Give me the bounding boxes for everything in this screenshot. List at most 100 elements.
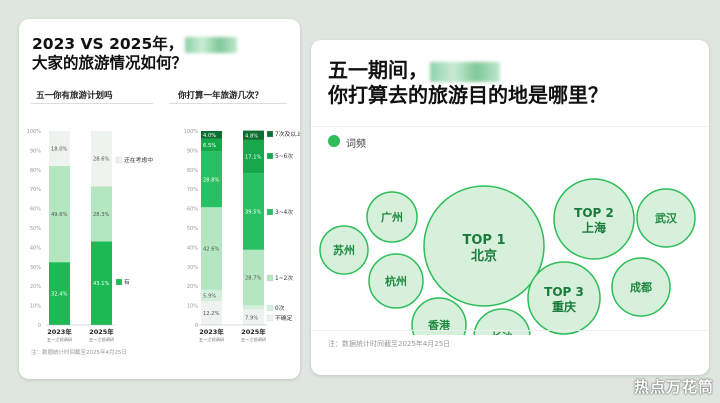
bubble bbox=[411, 297, 467, 335]
bubble-label: 北京 bbox=[471, 248, 497, 264]
y-tick-label: 20% bbox=[187, 284, 198, 290]
watermark: 热点万花筒 bbox=[633, 378, 714, 396]
data-label: 49.6% bbox=[51, 212, 68, 218]
chart2-title: 你打算一年旅游几次？ bbox=[178, 91, 264, 101]
y-tick-label: 90% bbox=[187, 148, 198, 154]
legend-label: 0次 bbox=[275, 304, 285, 312]
bubble bbox=[473, 308, 531, 335]
data-label: 5.9% bbox=[203, 294, 216, 300]
bubble bbox=[611, 257, 671, 317]
bubble-label: 苏州 bbox=[333, 243, 355, 257]
y-tick-label: 40% bbox=[187, 245, 198, 251]
y-tick-label: 80% bbox=[187, 168, 198, 174]
left-note: 注：数据统计时间截至2025年4月25日 bbox=[31, 350, 127, 356]
blurred-text bbox=[185, 36, 238, 53]
data-label: 28.6% bbox=[93, 157, 110, 163]
y-tick-label: 20% bbox=[30, 284, 41, 290]
data-label: 6.5% bbox=[203, 143, 216, 149]
legend-swatch bbox=[266, 152, 274, 160]
bubble bbox=[423, 185, 545, 307]
legend-swatch bbox=[266, 208, 274, 216]
data-label: 12.2% bbox=[203, 311, 220, 317]
legend-label: 有 bbox=[124, 278, 130, 286]
bubble bbox=[368, 253, 424, 309]
y-tick-label: 70% bbox=[30, 187, 41, 193]
bubble bbox=[319, 225, 369, 275]
travel-plan-chart: 0 10% 20% 30% 40% 50% 60% 70% 80% 90% 100% 32.4% 49.… bbox=[27, 129, 153, 343]
bar-segment bbox=[91, 131, 112, 187]
data-label: 4.8% bbox=[245, 133, 258, 139]
blurred-text bbox=[430, 61, 500, 82]
bar-segment bbox=[243, 139, 264, 174]
y-tick-label: 10% bbox=[30, 304, 41, 310]
y-tick-label: 70% bbox=[187, 187, 198, 193]
bubble bbox=[636, 188, 696, 248]
legend-label: 不确定 bbox=[275, 314, 293, 322]
bubble bbox=[366, 191, 418, 243]
legend-swatch bbox=[115, 278, 123, 286]
data-label: 43.1% bbox=[93, 281, 110, 287]
bubble-label: 武汉 bbox=[655, 211, 678, 225]
legend-label: 还在考虑中 bbox=[124, 156, 153, 164]
y-tick-label: 50% bbox=[187, 226, 198, 232]
legend-label: 7次及以上 bbox=[275, 130, 300, 138]
y-tick-label: 0 bbox=[195, 323, 198, 329]
bar-segment bbox=[243, 130, 264, 140]
bar-segment bbox=[201, 301, 222, 325]
x-category-label: 2025年 bbox=[241, 327, 266, 336]
data-label: 28.3% bbox=[93, 212, 110, 218]
legend-label: 3~4次 bbox=[275, 208, 293, 216]
y-tick-label: 80% bbox=[30, 168, 41, 174]
y-tick-label: 90% bbox=[30, 148, 41, 154]
x-category-sublabel: 五一之前调研 bbox=[199, 336, 224, 343]
title-line-1: 2023 VS 2025年， bbox=[32, 35, 184, 53]
chart1-title-rule bbox=[31, 103, 153, 104]
data-label: 4.0% bbox=[203, 133, 216, 139]
y-tick-label: 40% bbox=[30, 245, 41, 251]
bubble-label: 重庆 bbox=[552, 299, 576, 314]
chart1-title: 五一你有旅游计划吗 bbox=[36, 91, 113, 101]
legend-label: 1~2次 bbox=[275, 274, 293, 282]
bar-segment bbox=[91, 186, 112, 242]
bar-segment bbox=[243, 249, 264, 306]
y-tick-label: 30% bbox=[187, 265, 198, 271]
bubble-label: TOP 2 bbox=[574, 206, 614, 220]
y-tick-label: 100% bbox=[184, 129, 199, 135]
data-label: 17.1% bbox=[245, 155, 262, 161]
title-line-2: 大家的旅游情况如何？ bbox=[32, 54, 188, 73]
legend-label: 5~6次 bbox=[275, 152, 293, 160]
y-tick-label: 30% bbox=[30, 265, 41, 271]
destination-card: 五一期间， 你打算去的旅游目的地是哪里？ 词频 TOP 1 北京 TOP 2 上海 TO… bbox=[311, 40, 709, 375]
title-line-1: 五一期间， bbox=[328, 58, 428, 82]
legend-swatch bbox=[266, 314, 274, 322]
x-category-label: 2025年 bbox=[89, 327, 114, 336]
trip-count-chart: 0 10% 20% 30% 40% 50% 60% 70% 80% 90% 100% 12.2% 5.9… bbox=[184, 129, 300, 343]
x-category-sublabel: 五一之前调研 bbox=[47, 336, 72, 343]
survey-card: 2023 VS 2025年， 大家的旅游情况如何？ 五一你有旅游计划吗 你打算一… bbox=[19, 19, 300, 379]
y-tick-label: 0 bbox=[38, 323, 41, 329]
bar-segment bbox=[201, 207, 222, 290]
bar-segment bbox=[201, 289, 222, 302]
data-label: 28.8% bbox=[203, 177, 220, 183]
bubble-label: TOP 1 bbox=[462, 233, 505, 248]
bubble-label: 香港 bbox=[427, 318, 451, 332]
bar-segment bbox=[243, 309, 264, 325]
right-card-title: 五一期间， 你打算去的旅游目的地是哪里？ bbox=[328, 58, 608, 108]
bar-segment bbox=[243, 305, 264, 310]
bar-segment bbox=[49, 262, 70, 325]
bar-segment bbox=[49, 165, 70, 263]
left-card-title: 2023 VS 2025年， 大家的旅游情况如何？ bbox=[32, 35, 238, 74]
bar-segment bbox=[49, 131, 70, 166]
y-tick-label: 10% bbox=[187, 304, 198, 310]
bubble bbox=[527, 261, 601, 335]
x-category-label: 2023年 bbox=[199, 327, 224, 336]
bar-segment bbox=[201, 131, 222, 139]
data-label: 7.9% bbox=[245, 315, 258, 321]
x-category-label: 2023年 bbox=[47, 327, 72, 336]
chart2-title-rule bbox=[169, 103, 287, 104]
data-label: 18.0% bbox=[51, 146, 68, 152]
legend-label: 词频 bbox=[346, 139, 366, 150]
divider bbox=[311, 126, 709, 127]
bubble-label: TOP 3 bbox=[544, 285, 584, 299]
